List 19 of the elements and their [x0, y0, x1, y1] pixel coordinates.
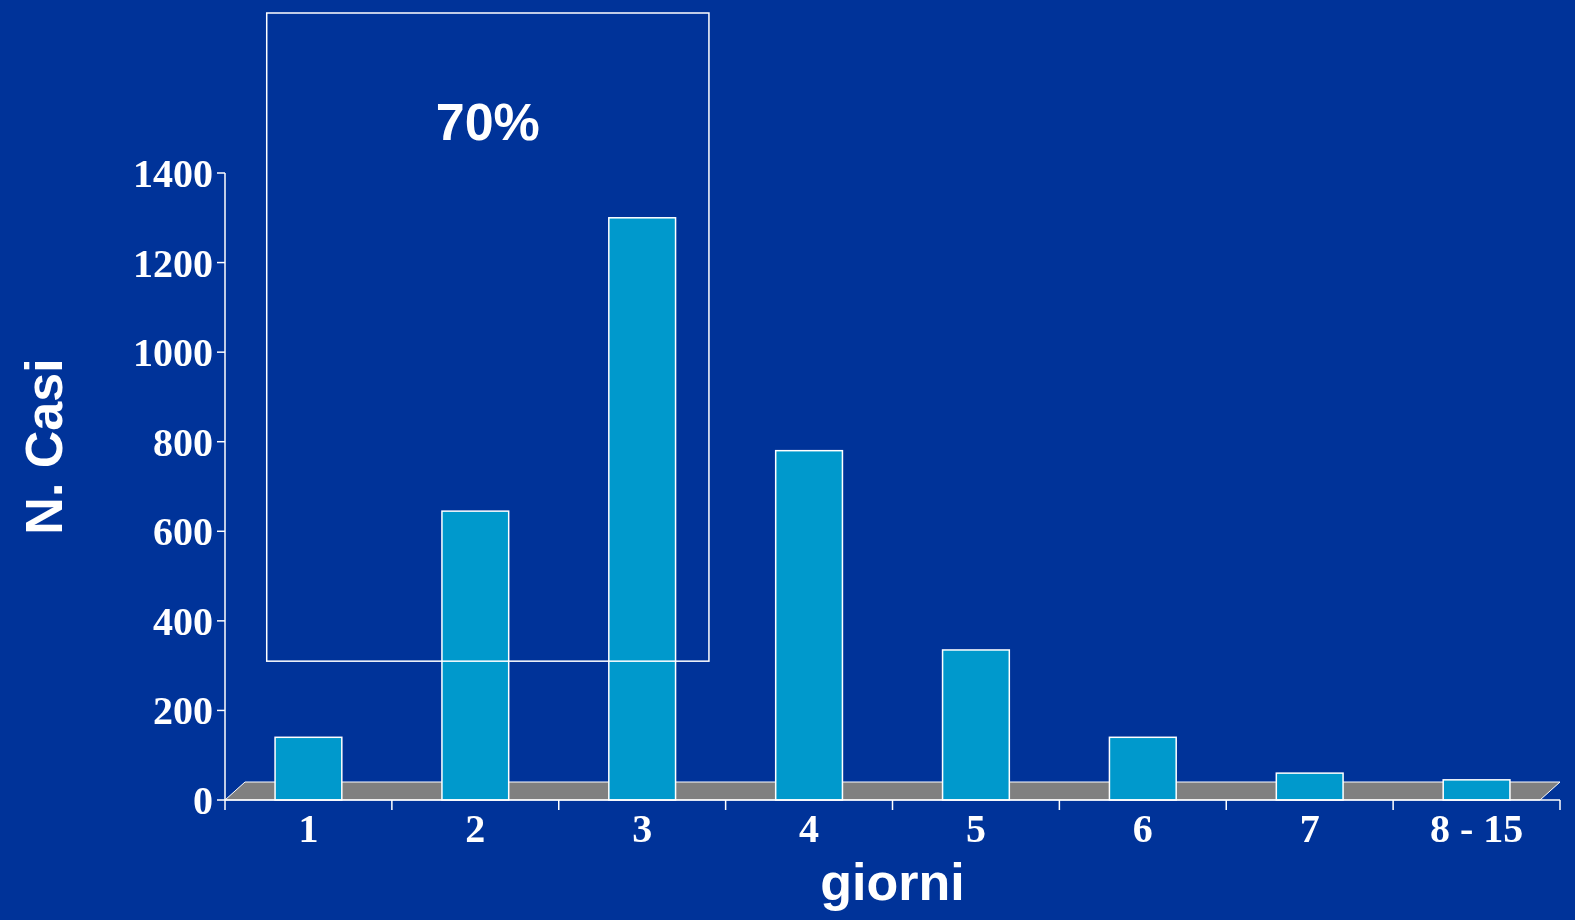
text: 70% [435, 93, 540, 151]
y-axis-title: N. Casi [15, 358, 73, 535]
x-tick-label: 4 [799, 806, 820, 851]
y-tick-label: 600 [153, 509, 213, 555]
x-tick-label: 1 [298, 806, 319, 851]
y-tick-label: 800 [153, 419, 213, 465]
x-tick-label: 3 [632, 806, 653, 851]
x-tick-label: 8 - 15 [1429, 806, 1524, 851]
y-tick-label: 0 [193, 778, 213, 823]
y-tick-label: 200 [153, 688, 213, 734]
y-tick-label: 400 [153, 598, 213, 644]
y-tick-label: 1400 [133, 151, 213, 196]
x-tick-label: 5 [965, 806, 986, 851]
x-tick-label: 6 [1132, 806, 1153, 851]
x-axis-title: giorni [820, 853, 965, 911]
y-tick-label: 1000 [133, 330, 213, 376]
x-tick-label: 2 [465, 806, 486, 851]
y-tick-label: 1200 [133, 240, 213, 286]
x-tick-label: 7 [1299, 806, 1320, 851]
